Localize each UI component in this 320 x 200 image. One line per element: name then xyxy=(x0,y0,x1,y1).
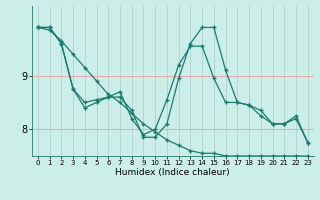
X-axis label: Humidex (Indice chaleur): Humidex (Indice chaleur) xyxy=(116,168,230,177)
